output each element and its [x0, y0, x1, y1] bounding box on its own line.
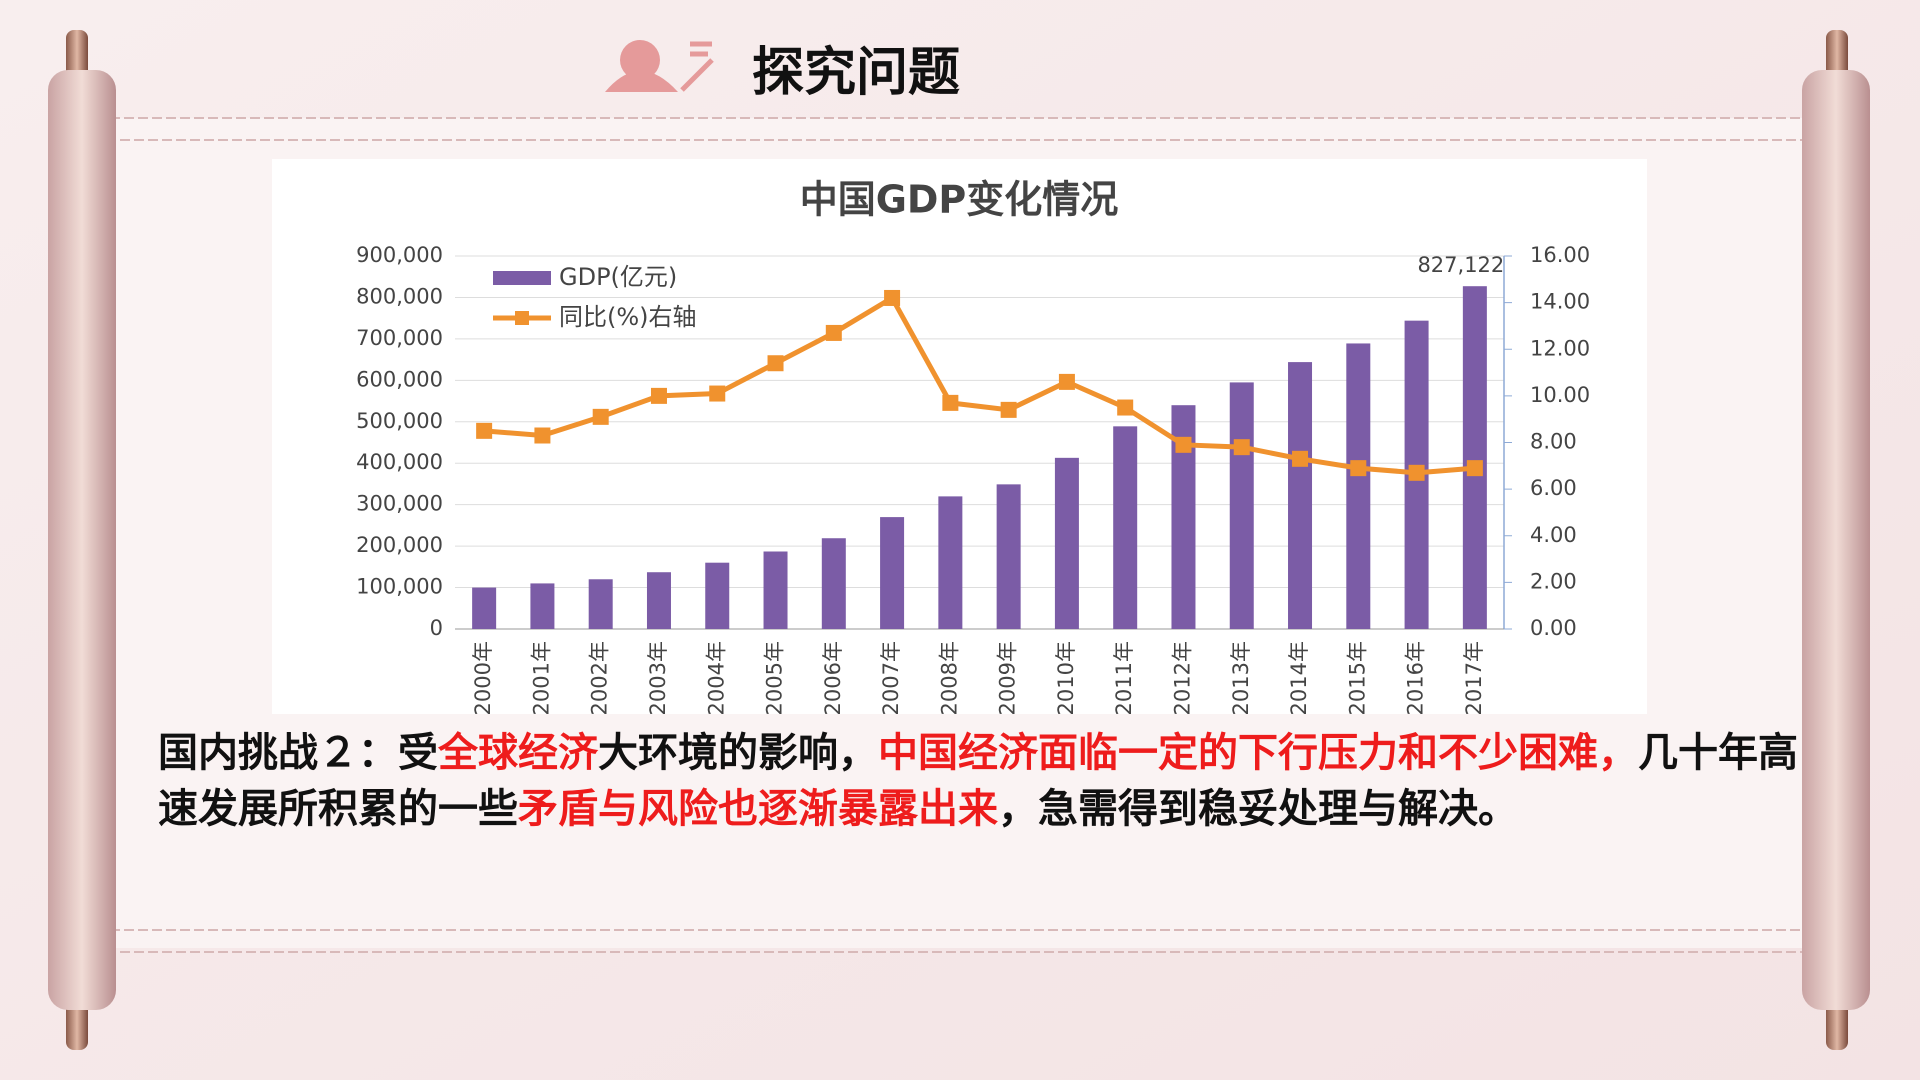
y2-tick-label: 8.00 [1530, 430, 1577, 454]
paragraph: 国内挑战２：受全球经济大环境的影响，中国经济面临一定的下行压力和不少困难，几十年… [158, 725, 1798, 837]
chart-title: 中国GDP变化情况 [800, 178, 1119, 222]
line-marker [1292, 450, 1309, 467]
value-label: 827,122 [1417, 253, 1504, 277]
line-marker [1175, 436, 1192, 453]
legend-label: 同比(%)右轴 [559, 303, 697, 331]
x-tick-label: 2007年 [879, 641, 903, 715]
paragraph-segment: 全球经济 [438, 730, 598, 776]
bar [472, 587, 497, 629]
line-marker [1117, 399, 1134, 416]
legend-label: GDP(亿元) [559, 263, 677, 291]
y2-tick-label: 6.00 [1530, 476, 1577, 500]
line-marker [650, 387, 667, 404]
paragraph-segment: 几十年高速发展所积累的一些 [158, 730, 1798, 832]
y2-tick-label: 14.00 [1530, 290, 1590, 314]
line-marker [767, 355, 784, 372]
bar [996, 484, 1021, 629]
bar [880, 517, 905, 629]
heading-icon [605, 40, 714, 92]
paragraph-segment: ，急需得到稳妥处理与解决。 [998, 786, 1518, 832]
y-tick-label: 600,000 [356, 367, 443, 391]
bar [588, 579, 613, 629]
line [483, 294, 1476, 476]
paragraph-segment: 矛盾与风险也逐渐暴露出来 [518, 786, 998, 832]
heading: 探究问题 [752, 43, 960, 103]
x-tick-label: 2000年 [471, 641, 495, 715]
x-tick-label: 2015年 [1345, 641, 1369, 715]
y-tick-label: 200,000 [356, 533, 443, 557]
x-tick-label: 2008年 [937, 641, 961, 715]
x-tick-label: 2016年 [1404, 641, 1428, 715]
line-marker [942, 394, 959, 411]
line-marker [1000, 401, 1017, 418]
bar [1113, 426, 1138, 629]
bar [530, 583, 555, 629]
line-marker [709, 385, 726, 402]
x-tick-label: 2013年 [1229, 641, 1253, 715]
legend-swatch [493, 271, 551, 285]
scroll-right [1802, 30, 1870, 1050]
paragraph-segment: 国内挑战２：受 [158, 730, 438, 776]
y2-tick-label: 16.00 [1530, 243, 1590, 267]
paragraph-segment: 大环境的影响， [598, 730, 878, 776]
x-tick-label: 2005年 [763, 641, 787, 715]
x-tick-label: 2014年 [1287, 641, 1311, 715]
legend-swatch [515, 311, 529, 325]
x-tick-label: 2017年 [1462, 641, 1486, 715]
line-marker [884, 289, 901, 306]
y-tick-label: 0 [430, 616, 443, 640]
line-marker [592, 408, 609, 425]
y2-tick-label: 12.00 [1530, 336, 1590, 360]
y-tick-label: 300,000 [356, 492, 443, 516]
x-tick-label: 2009年 [996, 641, 1020, 715]
x-tick-label: 2010年 [1054, 641, 1078, 715]
line-marker [1408, 464, 1425, 481]
y2-tick-label: 0.00 [1530, 616, 1577, 640]
line-marker [1350, 460, 1367, 477]
y2-tick-label: 10.00 [1530, 383, 1590, 407]
bar [821, 538, 846, 629]
bar [1346, 343, 1371, 629]
scroll-left [48, 30, 116, 1050]
y-tick-label: 100,000 [356, 575, 443, 599]
x-tick-label: 2002年 [588, 641, 612, 715]
line-marker [534, 427, 551, 444]
bar [1229, 382, 1254, 629]
x-tick-label: 2011年 [1112, 641, 1136, 715]
y-tick-label: 400,000 [356, 450, 443, 474]
y-tick-label: 800,000 [356, 284, 443, 308]
line-marker [1233, 439, 1250, 456]
bar [646, 572, 671, 629]
x-tick-label: 2003年 [646, 641, 670, 715]
bar [1462, 286, 1487, 629]
x-tick-label: 2004年 [704, 641, 728, 715]
y2-tick-label: 2.00 [1530, 569, 1577, 593]
paragraph-segment: 中国经济面临一定的下行压力和不少困难， [878, 730, 1638, 776]
bar [938, 496, 963, 629]
bar [705, 562, 730, 629]
x-tick-label: 2006年 [821, 641, 845, 715]
x-tick-label: 2001年 [529, 641, 553, 715]
bar [763, 551, 788, 629]
y-tick-label: 900,000 [356, 243, 443, 267]
x-tick-label: 2012年 [1170, 641, 1194, 715]
bar [1054, 457, 1079, 629]
y-tick-label: 500,000 [356, 409, 443, 433]
y-tick-label: 700,000 [356, 326, 443, 350]
bar [1288, 362, 1313, 629]
line-marker [1058, 373, 1075, 390]
line-marker [1466, 460, 1483, 477]
line-marker [825, 324, 842, 341]
y2-tick-label: 4.00 [1530, 523, 1577, 547]
line-marker [476, 422, 493, 439]
